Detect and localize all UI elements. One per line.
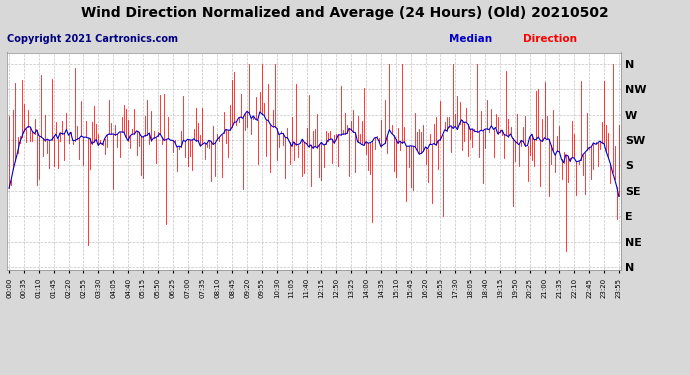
Text: Copyright 2021 Cartronics.com: Copyright 2021 Cartronics.com (7, 34, 178, 44)
Text: Median: Median (449, 34, 492, 44)
Text: Direction: Direction (523, 34, 577, 44)
Text: Wind Direction Normalized and Average (24 Hours) (Old) 20210502: Wind Direction Normalized and Average (2… (81, 6, 609, 20)
